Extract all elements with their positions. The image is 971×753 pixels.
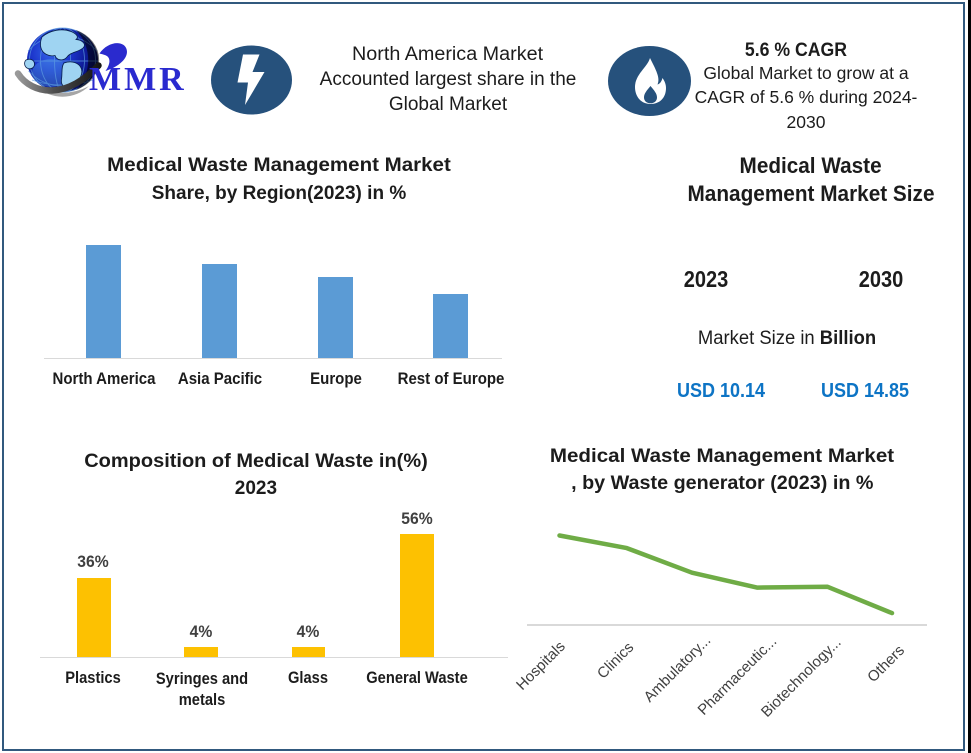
svg-text:MMR: MMR bbox=[89, 61, 187, 98]
